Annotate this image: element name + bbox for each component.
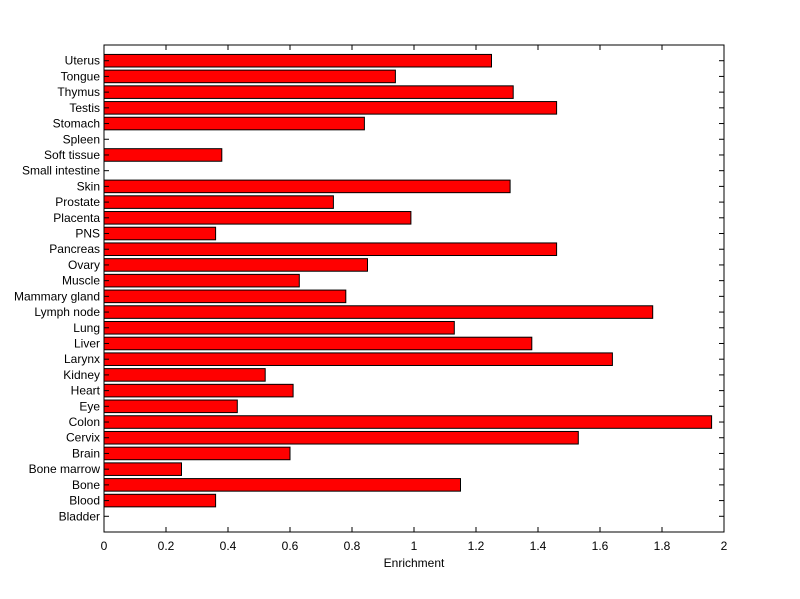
bar (104, 321, 454, 334)
x-tick-label: 0 (101, 539, 108, 553)
category-label: Small intestine (22, 164, 100, 178)
category-label: Ovary (68, 258, 100, 272)
category-label: Colon (69, 415, 100, 429)
category-label: Pancreas (49, 242, 100, 256)
x-tick-label: 1.4 (530, 539, 547, 553)
bar (104, 212, 411, 225)
category-label: Kidney (63, 368, 100, 382)
category-label: Thymus (57, 85, 100, 99)
category-label: Skin (77, 179, 100, 193)
bar (104, 384, 293, 397)
x-tick-label: 0.6 (282, 539, 299, 553)
category-label: Mammary gland (14, 289, 100, 303)
category-label: Prostate (55, 195, 100, 209)
category-label: Bladder (59, 509, 100, 523)
x-tick-label: 2 (721, 539, 728, 553)
bar (104, 227, 216, 240)
bar (104, 180, 510, 193)
bar (104, 494, 216, 507)
bar (104, 306, 653, 319)
bar (104, 243, 557, 256)
bar (104, 54, 492, 67)
bar (104, 290, 346, 303)
x-tick-label: 0.2 (158, 539, 175, 553)
category-label: Placenta (53, 211, 100, 225)
x-tick-label: 0.4 (220, 539, 237, 553)
x-tick-label: 1 (411, 539, 418, 553)
bar (104, 416, 712, 429)
category-label: Muscle (62, 274, 100, 288)
x-axis-label: Enrichment (384, 556, 445, 570)
x-tick-labels-group: 0 0.2 0.4 0.6 0.8 1 1.2 1.4 1.6 1.8 2 (101, 539, 728, 553)
x-tick-label: 1.6 (592, 539, 609, 553)
category-label: Spleen (63, 132, 100, 146)
category-label: Tongue (61, 69, 101, 83)
category-label: Stomach (53, 117, 100, 131)
category-label: Liver (74, 336, 100, 350)
category-label: Lung (73, 321, 100, 335)
category-label: Brain (72, 446, 100, 460)
bar (104, 274, 299, 287)
category-label: Soft tissue (44, 148, 100, 162)
category-label: Bone marrow (29, 462, 101, 476)
category-label: Uterus (65, 54, 100, 68)
bar (104, 70, 395, 83)
category-label: Testis (69, 101, 100, 115)
category-label: Blood (69, 494, 100, 508)
category-label: Bone (72, 478, 100, 492)
category-label: Heart (71, 384, 101, 398)
x-tick-label: 0.8 (344, 539, 361, 553)
bar (104, 117, 364, 130)
bar (104, 259, 368, 272)
bar (104, 337, 532, 350)
bar (104, 479, 461, 492)
bar (104, 149, 222, 162)
bar (104, 463, 182, 476)
bar (104, 431, 578, 444)
bar (104, 369, 265, 382)
bar (104, 102, 557, 115)
category-label: Eye (79, 399, 100, 413)
bar (104, 353, 612, 366)
x-tick-label: 1.8 (654, 539, 671, 553)
bar (104, 86, 513, 99)
bar (104, 447, 290, 460)
category-label: Lymph node (34, 305, 100, 319)
bar (104, 196, 333, 209)
bar (104, 400, 237, 413)
category-label: PNS (75, 227, 100, 241)
x-tick-label: 1.2 (468, 539, 485, 553)
category-label: Cervix (66, 431, 100, 445)
category-label: Larynx (64, 352, 100, 366)
